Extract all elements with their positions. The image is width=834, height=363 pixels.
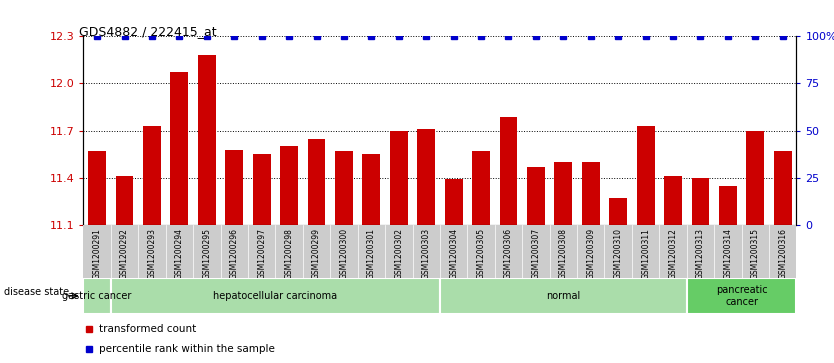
Text: GSM1200301: GSM1200301 — [367, 228, 376, 279]
Text: GSM1200308: GSM1200308 — [559, 228, 568, 279]
Text: disease state: disease state — [4, 287, 69, 297]
Text: GSM1200312: GSM1200312 — [669, 228, 677, 278]
Text: GSM1200295: GSM1200295 — [203, 228, 211, 279]
Bar — [280, 146, 298, 225]
Bar — [308, 139, 325, 225]
Bar — [143, 126, 161, 225]
Text: GSM1200294: GSM1200294 — [175, 228, 183, 279]
Text: percentile rank within the sample: percentile rank within the sample — [99, 344, 275, 354]
Bar — [610, 198, 627, 225]
Text: GSM1200314: GSM1200314 — [723, 228, 732, 279]
Bar — [389, 131, 408, 225]
Bar — [746, 131, 764, 225]
Bar — [664, 176, 682, 225]
Bar — [500, 117, 517, 225]
Bar — [170, 73, 188, 225]
Bar — [225, 150, 244, 225]
Text: hepatocellular carcinoma: hepatocellular carcinoma — [214, 291, 338, 301]
Text: GSM1200316: GSM1200316 — [778, 228, 787, 279]
Bar — [198, 55, 216, 225]
Text: GSM1200310: GSM1200310 — [614, 228, 623, 279]
Text: GSM1200297: GSM1200297 — [257, 228, 266, 279]
Bar — [774, 151, 791, 225]
Text: GSM1200292: GSM1200292 — [120, 228, 129, 278]
Bar — [335, 151, 353, 225]
Text: normal: normal — [546, 291, 580, 301]
Text: GSM1200291: GSM1200291 — [93, 228, 102, 278]
Text: GSM1200300: GSM1200300 — [339, 228, 349, 279]
Bar — [472, 151, 490, 225]
Text: GSM1200311: GSM1200311 — [641, 228, 651, 278]
Bar — [88, 151, 106, 225]
Bar — [527, 167, 545, 225]
Bar — [555, 162, 572, 225]
Text: GSM1200296: GSM1200296 — [229, 228, 239, 279]
Bar — [83, 278, 111, 314]
Bar — [445, 179, 463, 225]
Text: GSM1200293: GSM1200293 — [148, 228, 157, 279]
Bar — [636, 126, 655, 225]
Bar — [116, 176, 133, 225]
Bar — [686, 278, 796, 314]
Text: GSM1200299: GSM1200299 — [312, 228, 321, 279]
Text: GSM1200306: GSM1200306 — [504, 228, 513, 279]
Text: GSM1200309: GSM1200309 — [586, 228, 595, 279]
Bar — [440, 278, 686, 314]
Text: GSM1200304: GSM1200304 — [450, 228, 458, 279]
Text: gastric cancer: gastric cancer — [63, 291, 132, 301]
Bar — [691, 178, 710, 225]
Bar — [719, 186, 736, 225]
Bar — [417, 129, 435, 225]
Bar — [253, 154, 270, 225]
Text: GSM1200303: GSM1200303 — [422, 228, 430, 279]
Text: GSM1200313: GSM1200313 — [696, 228, 705, 279]
Text: GSM1200307: GSM1200307 — [531, 228, 540, 279]
Text: GDS4882 / 222415_at: GDS4882 / 222415_at — [79, 25, 217, 38]
Text: transformed count: transformed count — [99, 325, 196, 334]
Text: GSM1200302: GSM1200302 — [394, 228, 404, 279]
Text: pancreatic
cancer: pancreatic cancer — [716, 285, 767, 307]
Bar — [363, 154, 380, 225]
Bar — [111, 278, 440, 314]
Text: GSM1200315: GSM1200315 — [751, 228, 760, 279]
Text: GSM1200305: GSM1200305 — [476, 228, 485, 279]
Bar — [582, 162, 600, 225]
Text: GSM1200298: GSM1200298 — [284, 228, 294, 278]
